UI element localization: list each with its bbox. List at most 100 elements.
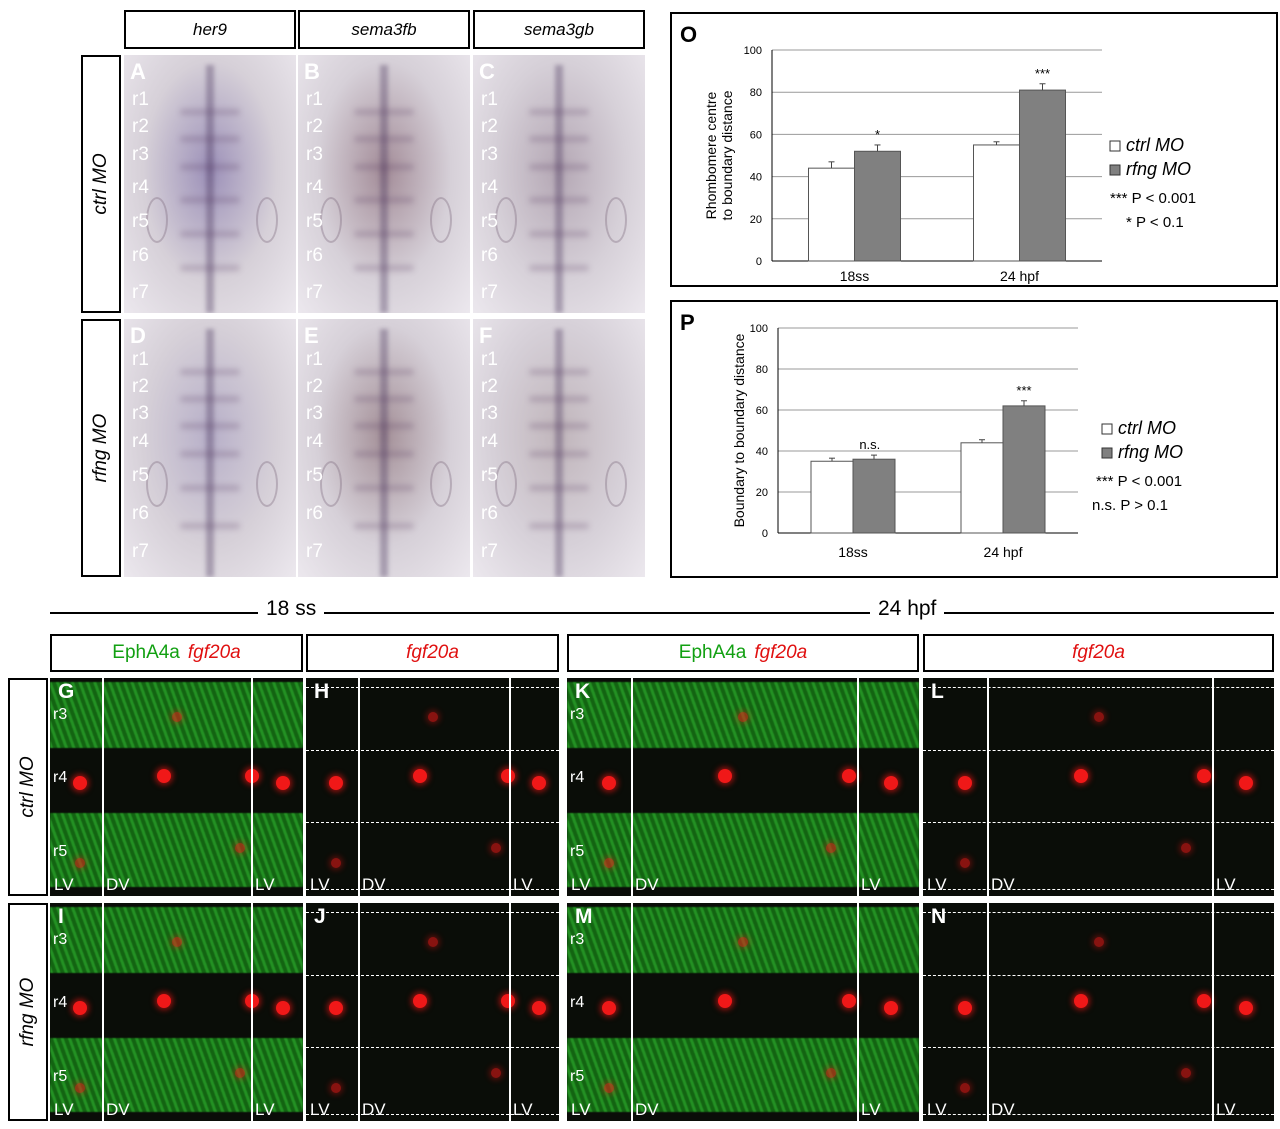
channel-green-label: EphA4a	[112, 642, 180, 663]
rhombomere-label: r7	[481, 541, 498, 562]
rhombomere-stripe	[529, 231, 589, 237]
bar-rfng-mo	[852, 458, 896, 534]
rhombomere-label: r5	[306, 211, 323, 232]
rhombomere-stripe	[180, 265, 240, 271]
rhombomere-stripe	[354, 396, 414, 402]
legend-label: ctrl MO	[1126, 135, 1184, 155]
rhombomere-label: r4	[306, 431, 323, 452]
category-label: 18ss	[838, 544, 868, 560]
fgf20a-signal	[602, 775, 617, 790]
fgf20a-signal	[1181, 843, 1192, 854]
fgf20a-signal	[1073, 769, 1088, 784]
significance-annotation: ***	[1035, 66, 1050, 81]
row-label-text: ctrl MO	[90, 153, 111, 215]
y-tick-label: 100	[750, 323, 768, 335]
fgf20a-signal	[841, 769, 856, 784]
view-separator	[251, 903, 253, 1121]
otic-vesicle	[145, 196, 168, 243]
otic-vesicle	[256, 196, 279, 243]
bar-rfng-mo	[1002, 405, 1046, 534]
stage-label-18ss: 18 ss	[258, 597, 325, 621]
rhombomere-stripe	[180, 423, 240, 429]
boundary-dashed-line	[306, 821, 559, 823]
rhombomere-label: r1	[306, 89, 323, 110]
rhombomere-label: r3	[481, 144, 498, 165]
rhombomere-label: r7	[306, 282, 323, 303]
rhombomere-stripe	[529, 197, 589, 203]
rhombomere-stripe	[180, 451, 240, 457]
neural-midline	[206, 329, 214, 577]
fgf20a-signal	[883, 1000, 898, 1015]
lateral-view-label: LV	[1216, 875, 1236, 894]
rhombomere-stripe	[180, 523, 240, 529]
rhombomere-label: r4	[132, 431, 149, 452]
fgf20a-signal	[427, 937, 438, 948]
fgf20a-signal	[73, 775, 88, 790]
rhombomere-label: r5	[481, 211, 498, 232]
fgf20a-signal	[75, 858, 86, 869]
neural-midline	[380, 65, 388, 313]
dorsal-view-label: DV	[991, 875, 1015, 894]
epha4a-band	[567, 1038, 919, 1113]
rhombomere-label: r5	[132, 465, 149, 486]
rhombomere-stripe	[354, 369, 414, 375]
rhombomere-stripe	[354, 423, 414, 429]
lateral-view-label: LV	[54, 875, 74, 894]
rhombomere-label: r5	[570, 843, 585, 861]
rhombomere-label: r2	[481, 116, 498, 137]
y-tick-label: 60	[750, 129, 762, 141]
rhombomere-label: r6	[306, 503, 323, 524]
y-tick-label: 40	[750, 172, 762, 184]
rhombomere-label: r5	[53, 843, 68, 861]
bar-ctrl-mo	[973, 144, 1020, 262]
dorsal-view-label: DV	[991, 1100, 1015, 1119]
fgf20a-signal	[73, 1000, 88, 1015]
rhombomere-label: r1	[132, 349, 149, 370]
fgf20a-signal	[1238, 1000, 1253, 1015]
panel-letter: N	[931, 905, 947, 928]
rhombomere-label: r2	[132, 376, 149, 397]
rhombomere-stripe	[529, 485, 589, 491]
view-separator	[358, 678, 360, 896]
fgf20a-signal	[501, 769, 516, 784]
fgf20a-signal	[1181, 1068, 1192, 1079]
rhombomere-label: r1	[306, 349, 323, 370]
fgf20a-signal	[1093, 937, 1104, 948]
category-label: 24 hpf	[984, 544, 1023, 560]
lateral-view-label: LV	[927, 1100, 947, 1119]
rhombomere-label: r7	[306, 541, 323, 562]
bar-ctrl-mo	[808, 167, 855, 262]
rhombomere-label: r5	[132, 211, 149, 232]
rhombomere-label: r6	[132, 245, 149, 266]
rhombomere-stripe	[529, 396, 589, 402]
rhombomere-label: r1	[481, 349, 498, 370]
panel-letter: L	[931, 680, 944, 703]
rhombomere-label: r5	[53, 1068, 68, 1086]
fluor-panel-n: N LV DV LV	[923, 903, 1274, 1121]
gene-header-sema3fb: sema3fb	[298, 10, 470, 49]
bar-ctrl-mo	[960, 442, 1004, 534]
boundary-dashed-line	[923, 686, 1274, 688]
row-label-ctrl-mo: ctrl MO	[81, 55, 121, 313]
rhombomere-stripe	[529, 423, 589, 429]
fgf20a-signal	[275, 1000, 290, 1015]
fgf20a-signal	[1238, 775, 1253, 790]
rhombomere-label: r3	[306, 144, 323, 165]
view-separator	[1212, 678, 1214, 896]
fgf20a-signal	[156, 994, 171, 1009]
rhombomere-stripe	[180, 396, 240, 402]
y-tick-label: 60	[756, 405, 768, 417]
panel-letter: C	[479, 59, 495, 84]
bar-chart-o: O 0 20 40 60 80 100 Rhombomere centre to boundar…	[680, 22, 1196, 284]
panel-letter: D	[130, 323, 146, 348]
fgf20a-signal	[156, 769, 171, 784]
rhombomere-stripe	[180, 197, 240, 203]
boundary-dashed-line	[306, 911, 559, 913]
rhombomere-label: r3	[306, 403, 323, 424]
neural-midline	[555, 329, 563, 577]
rhombomere-label: r5	[306, 465, 323, 486]
panel-letter: G	[58, 680, 75, 703]
boundary-dashed-line	[923, 821, 1274, 823]
rhombomere-label: r6	[481, 503, 498, 524]
